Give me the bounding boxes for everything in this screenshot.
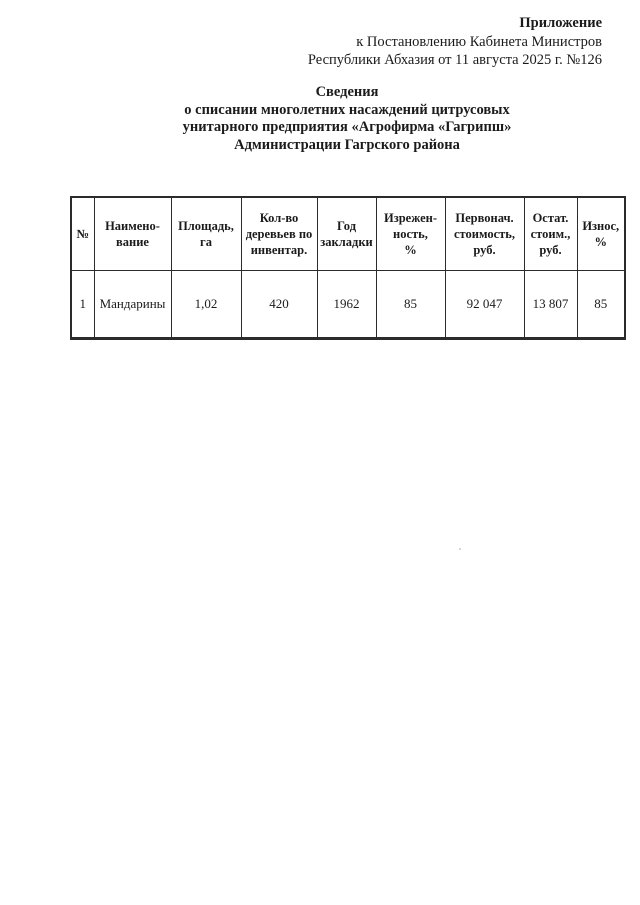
table-cell: 85 [375,270,446,339]
table-cell: 1 [70,270,95,339]
scan-artifact-dot [459,548,461,550]
table-cell: Мандарины [93,270,172,339]
title-line: унитарного предприятия «Агрофирма «Гагри… [182,119,512,135]
annex-line: к Постановлению Кабинета Министров [356,33,602,50]
title-line: Администрации Гагрского района [234,136,460,153]
column-header: Год закладки [316,196,377,271]
column-header: Первонач. стоимость, руб. [444,196,525,271]
column-header: Площадь, га [170,196,242,271]
column-header: № [70,196,95,271]
table-cell: 420 [240,270,318,339]
column-header: Наимено- вание [93,196,172,271]
table-cell: 13 807 [523,270,578,339]
column-header: Остат. стоим., руб. [523,196,578,271]
table-row: 1 Мандарины 1,02 420 1962 85 92 047 13 807 85 [70,270,626,339]
title-line: Сведения [315,84,379,100]
column-header: Изрежен- ность, % [375,196,446,271]
annex-reference: Приложение к Постановлению Кабинета Мини… [308,14,602,70]
table-cell: 92 047 [444,270,525,339]
table-cell: 1,02 [170,270,242,339]
document-title: Сведения о списании многолетних насажден… [70,84,624,154]
column-header: Кол-во деревьев по инвентар. [240,196,318,271]
annex-line: Приложение [519,15,602,31]
table-header-row: № Наимено- вание Площадь, га Кол-во деревье… [70,196,626,271]
table-cell: 85 [576,270,626,339]
column-header: Износ, % [576,196,626,271]
table-cell: 1962 [316,270,377,339]
title-line: о списании многолетних насаждений цитрус… [184,101,510,118]
annex-line: Республики Абхазия от 11 августа 2025 г.… [307,52,602,68]
writeoff-table: № Наимено- вание Площадь, га Кол-во деревье… [70,196,626,340]
